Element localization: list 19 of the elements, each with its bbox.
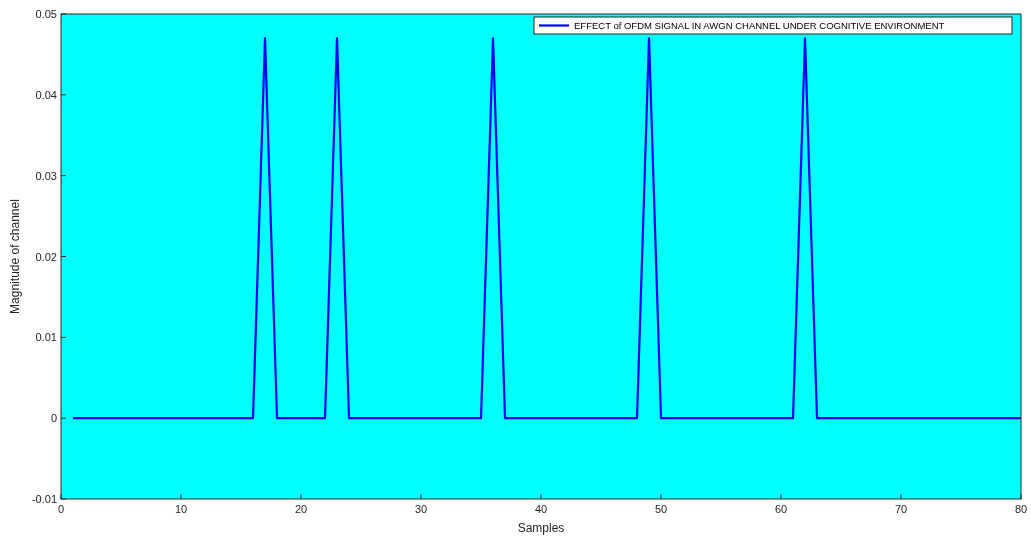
- x-tick-label: 10: [174, 503, 188, 515]
- legend-label: EFFECT of OFDM SIGNAL IN AWGN CHANNEL UNDER COGNITIVE ENVIRONMENT: [574, 20, 945, 31]
- y-tick-label: 0.01: [35, 331, 57, 344]
- x-tick-label: 60: [774, 503, 788, 515]
- y-tick-label: 0.04: [35, 88, 57, 101]
- y-tick-label: 0: [50, 412, 57, 425]
- x-tick-label: 50: [654, 503, 668, 515]
- x-tick-label: 0: [57, 503, 65, 515]
- y-tick-label: 0.05: [35, 8, 57, 20]
- y-tick-label: 0.03: [35, 169, 57, 182]
- x-tick-label: 70: [894, 503, 908, 515]
- x-tick-label: 20: [294, 503, 308, 515]
- y-axis-title: Magnitude of channel: [8, 199, 22, 314]
- x-tick-label: 30: [414, 503, 428, 515]
- x-tick-label: 80: [1014, 503, 1028, 515]
- x-tick-label: 40: [534, 503, 548, 515]
- y-tick-label: 0.02: [35, 250, 57, 263]
- y-tick-label: -0.01: [31, 493, 57, 505]
- x-axis-title: Samples: [517, 521, 565, 535]
